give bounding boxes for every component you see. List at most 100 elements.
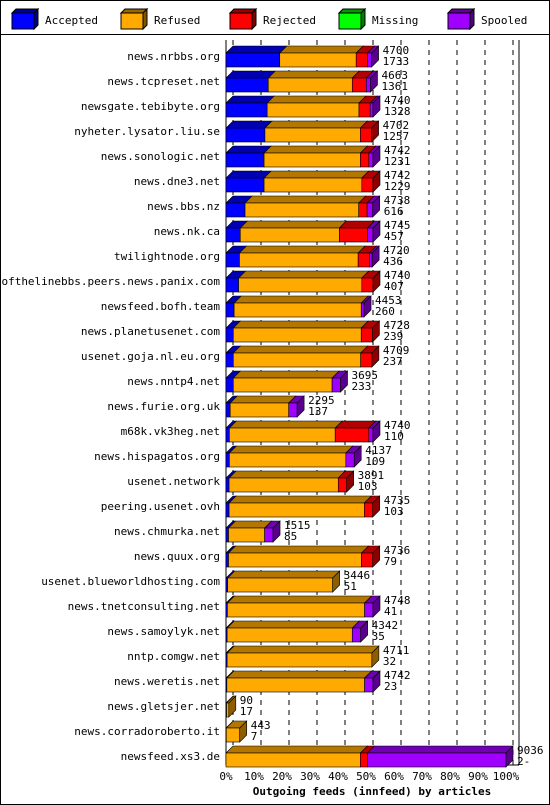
x-tick-label: 20%: [272, 770, 292, 783]
bar-segment: [337, 477, 347, 493]
bar-side: [360, 620, 368, 643]
legend-swatch: [120, 12, 144, 30]
y-tick-label: news.dne3.net: [134, 175, 220, 188]
bar-side: [272, 520, 281, 543]
y-tick-label: twilightnode.org: [114, 250, 220, 263]
y-tick-label: nntp.comgw.net: [127, 650, 220, 663]
y-tick-label: usenet.goja.nl.eu.org: [81, 350, 220, 363]
x-tick-label: 60%: [384, 770, 404, 783]
bar-segment: [358, 202, 368, 218]
bar-top: [366, 745, 514, 754]
bar-segment: [360, 127, 372, 143]
bar-segment: [226, 652, 373, 668]
bar-segment: [368, 152, 374, 168]
bar-segment: [233, 302, 362, 318]
bar-segment: [357, 252, 370, 268]
offered-label: 4709: [383, 344, 410, 357]
bar-segment: [225, 727, 241, 743]
y-tick-label: nyheter.lysator.liu.se: [74, 125, 220, 138]
legend-swatch-side: [360, 7, 366, 31]
bar-segment: [225, 52, 281, 68]
x-tick-label: 30%: [300, 770, 320, 783]
offered-label: 9036: [517, 744, 544, 757]
accepted-label: 110: [384, 430, 404, 443]
legend-swatch: [447, 12, 471, 30]
bar-segment: [225, 177, 265, 193]
bar-segment: [263, 177, 363, 193]
y-tick-label: newsfeed.bofh.team: [101, 300, 221, 313]
accepted-label: 103: [384, 505, 404, 518]
legend-label: Rejected: [263, 14, 316, 27]
bar-segment: [367, 227, 374, 243]
bar-segment: [225, 502, 230, 518]
bar-side: [371, 645, 380, 668]
bar-segment: [225, 302, 235, 318]
bar-side: [372, 495, 381, 518]
legend-label: Refused: [154, 14, 200, 27]
y-tick-label: news.tcpreset.net: [107, 75, 220, 88]
bar-segment: [339, 227, 368, 243]
accepted-label: 616: [384, 205, 404, 218]
bar-segment: [279, 52, 357, 68]
bar-segment: [360, 327, 373, 343]
bar-side: [239, 720, 248, 743]
offered-label: 3891: [358, 469, 385, 482]
offered-label: 2295: [308, 394, 335, 407]
bar-top: [263, 145, 369, 154]
offered-label: 3446: [344, 569, 371, 582]
bar-top: [228, 470, 347, 479]
bar-segment: [239, 227, 340, 243]
bar-side: [505, 745, 514, 768]
bar-segment: [360, 752, 368, 768]
offered-label: 4453: [375, 294, 402, 307]
bar-side: [372, 270, 381, 293]
bar-segment: [244, 202, 360, 218]
accepted-label: 233: [352, 380, 372, 393]
bar-segment: [229, 402, 290, 418]
y-tick-label: m68k.vk3heg.net: [121, 425, 220, 438]
y-tick-label: news.planetusenet.com: [81, 325, 220, 338]
y-tick-label: news.hispagatos.org: [94, 450, 220, 463]
bar-top: [237, 270, 370, 279]
x-tick-label: 80%: [440, 770, 460, 783]
accepted-label: 7: [251, 730, 258, 743]
bar-top: [264, 120, 369, 129]
bar-segment: [361, 277, 374, 293]
accepted-label: 1328: [384, 105, 411, 118]
bar-top: [225, 745, 369, 754]
bar-segment: [225, 127, 266, 143]
bar-segment: [364, 502, 374, 518]
offered-label: 90: [240, 694, 253, 707]
accepted-label: 260: [375, 305, 395, 318]
accepted-label: 1229: [384, 180, 411, 193]
bar-segment: [232, 377, 333, 393]
bar-segment: [365, 77, 371, 93]
bar-segment: [367, 752, 507, 768]
bar-top: [228, 445, 354, 454]
bar-segment: [226, 677, 365, 693]
accepted-label: 1231: [384, 155, 411, 168]
offered-label: 4700: [383, 44, 410, 57]
y-tick-label: news.samoylyk.net: [107, 625, 220, 638]
bar-segment: [331, 377, 341, 393]
bar-side: [372, 595, 381, 618]
bar-side: [372, 545, 381, 568]
bar-segment: [366, 202, 374, 218]
bar-segment: [225, 552, 229, 568]
bar-segment: [225, 752, 361, 768]
bar-segment: [226, 627, 353, 643]
bar-segment: [288, 402, 298, 418]
bar-segment: [232, 352, 361, 368]
bar-top: [266, 95, 367, 104]
bar-top: [227, 520, 273, 529]
bar-side: [372, 95, 381, 118]
bar-segment: [355, 52, 368, 68]
accepted-label: 79: [384, 555, 397, 568]
bar-segment: [227, 577, 333, 593]
offered-label: 4738: [384, 194, 411, 207]
bar-top: [244, 195, 367, 204]
bar-segment: [225, 277, 239, 293]
y-tick-label: usenet.blueworldhosting.com: [41, 575, 220, 588]
bar-segment: [266, 102, 360, 118]
offered-label: 4742: [384, 669, 411, 682]
